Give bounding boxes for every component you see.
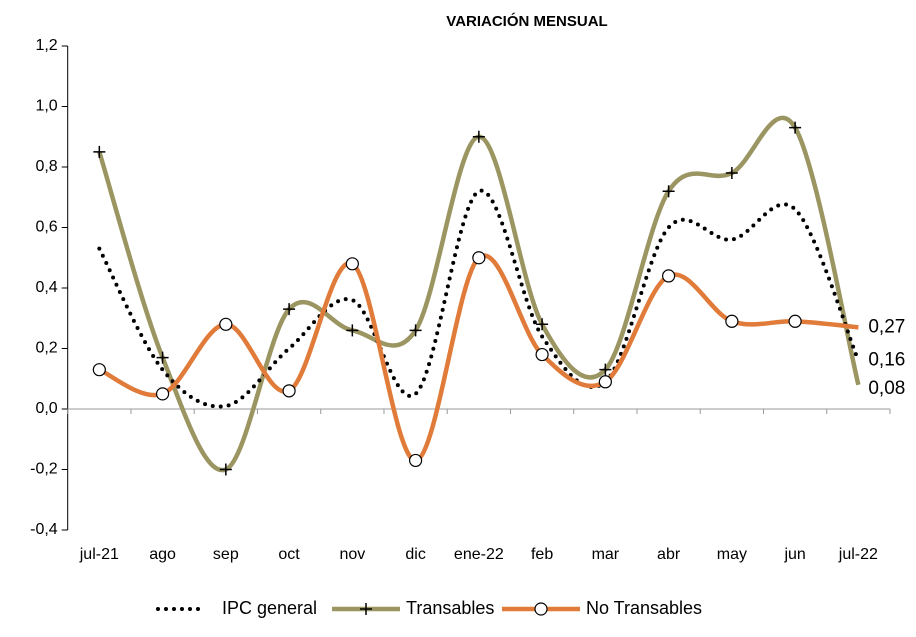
x-tick-label: dic [405, 546, 425, 563]
marker-plus [156, 351, 169, 364]
x-tick-label: nov [339, 546, 365, 563]
marker-plus [360, 603, 372, 615]
marker-circle [598, 375, 612, 389]
x-tick-label: ago [149, 546, 176, 563]
x-tick-label: oct [278, 546, 300, 563]
marker-circle [219, 317, 233, 331]
marker-plus [93, 145, 106, 158]
series-line [97, 189, 861, 409]
marker-circle [345, 257, 359, 271]
marker-plus [409, 324, 422, 337]
y-tick-label: 1,0 [35, 98, 57, 115]
marker-circle [662, 269, 676, 283]
marker-plus [789, 121, 802, 134]
marker-plus [346, 324, 359, 337]
series-line [98, 253, 859, 463]
marker-circle [92, 363, 106, 377]
marker-circle [155, 387, 170, 401]
marker-plus [536, 318, 549, 331]
legend-label: No Transables [586, 598, 702, 618]
marker-plus [472, 130, 485, 143]
marker-plus [283, 303, 296, 316]
y-tick-label: 0,6 [35, 219, 57, 236]
x-tick-label: sep [213, 546, 239, 563]
x-tick-label: jun [783, 546, 805, 563]
marker-circle [282, 384, 296, 398]
x-tick-label: ene-22 [454, 546, 504, 563]
marker-circle [472, 251, 486, 265]
y-tick-label: 0,2 [35, 340, 57, 357]
value-label: 0,16 [868, 350, 905, 371]
series-line [97, 115, 861, 473]
y-tick-label: -0,4 [30, 521, 58, 538]
y-tick-label: 0,4 [35, 279, 57, 296]
marker-circle [788, 314, 802, 328]
chart-title: VARIACIÓN MENSUAL [446, 12, 607, 30]
marker-plus [599, 363, 612, 376]
marker-circle [725, 314, 739, 328]
x-tick-label: feb [531, 546, 553, 563]
marker-plus [662, 185, 675, 198]
y-tick-label: -0,2 [30, 461, 58, 478]
marker-plus [219, 463, 232, 476]
marker-circle [535, 347, 549, 362]
legend-label: Transables [406, 598, 494, 618]
value-label: 0,08 [868, 378, 905, 399]
legend-label: IPC general [222, 598, 317, 618]
y-tick-label: 0,0 [35, 400, 57, 417]
x-tick-label: jul-22 [838, 546, 878, 563]
x-tick-label: jul-21 [79, 546, 119, 563]
value-label: 0,27 [868, 316, 905, 337]
y-tick-label: 1,2 [35, 37, 57, 54]
marker-plus [725, 167, 738, 180]
legend-marker [534, 602, 548, 616]
x-tick-label: may [717, 546, 747, 563]
x-tick-label: abr [657, 546, 681, 563]
marker-circle [408, 453, 423, 468]
x-tick-label: mar [592, 546, 620, 563]
y-tick-label: 0,8 [35, 158, 57, 175]
